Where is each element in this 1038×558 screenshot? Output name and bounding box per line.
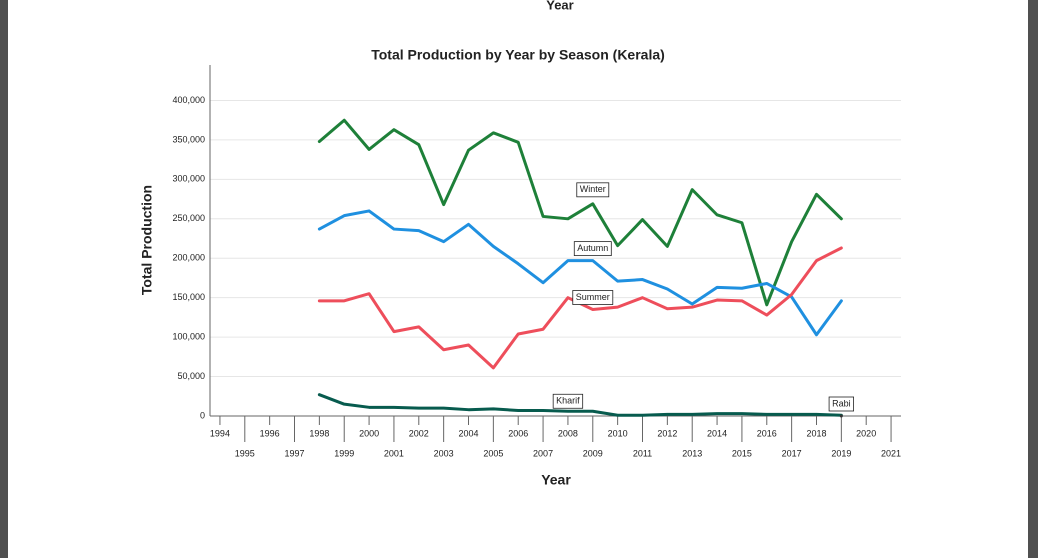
- x-tick-label: 1995: [235, 448, 255, 458]
- x-tick-label: 2010: [608, 428, 628, 438]
- series-line: [317, 118, 843, 307]
- series-label: Summer: [576, 292, 610, 302]
- y-tick-label: 0: [200, 410, 205, 420]
- y-tick-label: 50,000: [177, 371, 205, 381]
- x-tick-label: 2014: [707, 428, 727, 438]
- y-tick-label: 250,000: [172, 213, 205, 223]
- x-tick-label: 2007: [533, 448, 553, 458]
- x-tick-label: 2012: [657, 428, 677, 438]
- x-tick-label: 2005: [483, 448, 503, 458]
- x-tick-label: 2003: [434, 448, 454, 458]
- x-tick-label: 2004: [458, 428, 478, 438]
- x-tick-label: 2006: [508, 428, 528, 438]
- series-label-box: [552, 393, 584, 409]
- canvas: [8, 0, 1028, 558]
- page-header: Year: [546, 0, 573, 12]
- series-label-box: [576, 182, 610, 198]
- x-tick-label: 2008: [558, 428, 578, 438]
- x-axis-label: Year: [541, 472, 571, 488]
- series-label-box: [572, 290, 614, 305]
- x-tick-label: 2021: [881, 448, 901, 458]
- x-tick-label: 2001: [384, 448, 404, 458]
- x-tick-label: 1998: [309, 428, 329, 438]
- x-tick-label: 2013: [682, 448, 702, 458]
- chart-title: Total Production by Year by Season (Kera…: [371, 47, 665, 63]
- x-tick-label: 2009: [583, 448, 603, 458]
- y-axis-label: Total Production: [139, 185, 155, 295]
- x-tick-label: 2016: [757, 428, 777, 438]
- y-tick-label: 300,000: [172, 174, 205, 184]
- series-label-box: [573, 241, 612, 257]
- x-tick-label: 2020: [856, 428, 876, 438]
- series-label-box: [828, 396, 855, 412]
- x-tick-label: 1999: [334, 448, 354, 458]
- x-tick-label: 2002: [409, 428, 429, 438]
- y-tick-label: 350,000: [172, 134, 205, 144]
- y-tick-label: 100,000: [172, 331, 205, 341]
- series-label: Rabi: [832, 398, 851, 408]
- x-tick-label: 2019: [831, 448, 851, 458]
- series-line: [317, 393, 843, 417]
- x-tick-label: 2015: [732, 448, 752, 458]
- x-tick-label: 2000: [359, 428, 379, 438]
- x-tick-label: 2018: [806, 428, 826, 438]
- x-tick-label: 1996: [260, 428, 280, 438]
- y-tick-label: 150,000: [172, 292, 205, 302]
- x-tick-label: 1997: [284, 448, 304, 458]
- x-tick-label: 2011: [633, 448, 652, 458]
- series-line: [317, 209, 843, 337]
- series-label: Autumn: [577, 243, 608, 253]
- y-tick-label: 400,000: [172, 95, 205, 105]
- series-label: Winter: [580, 184, 606, 194]
- series-label: Kharif: [556, 396, 580, 406]
- x-tick-label: 1994: [210, 428, 230, 438]
- x-tick-label: 2017: [782, 448, 802, 458]
- y-tick-label: 200,000: [172, 253, 205, 263]
